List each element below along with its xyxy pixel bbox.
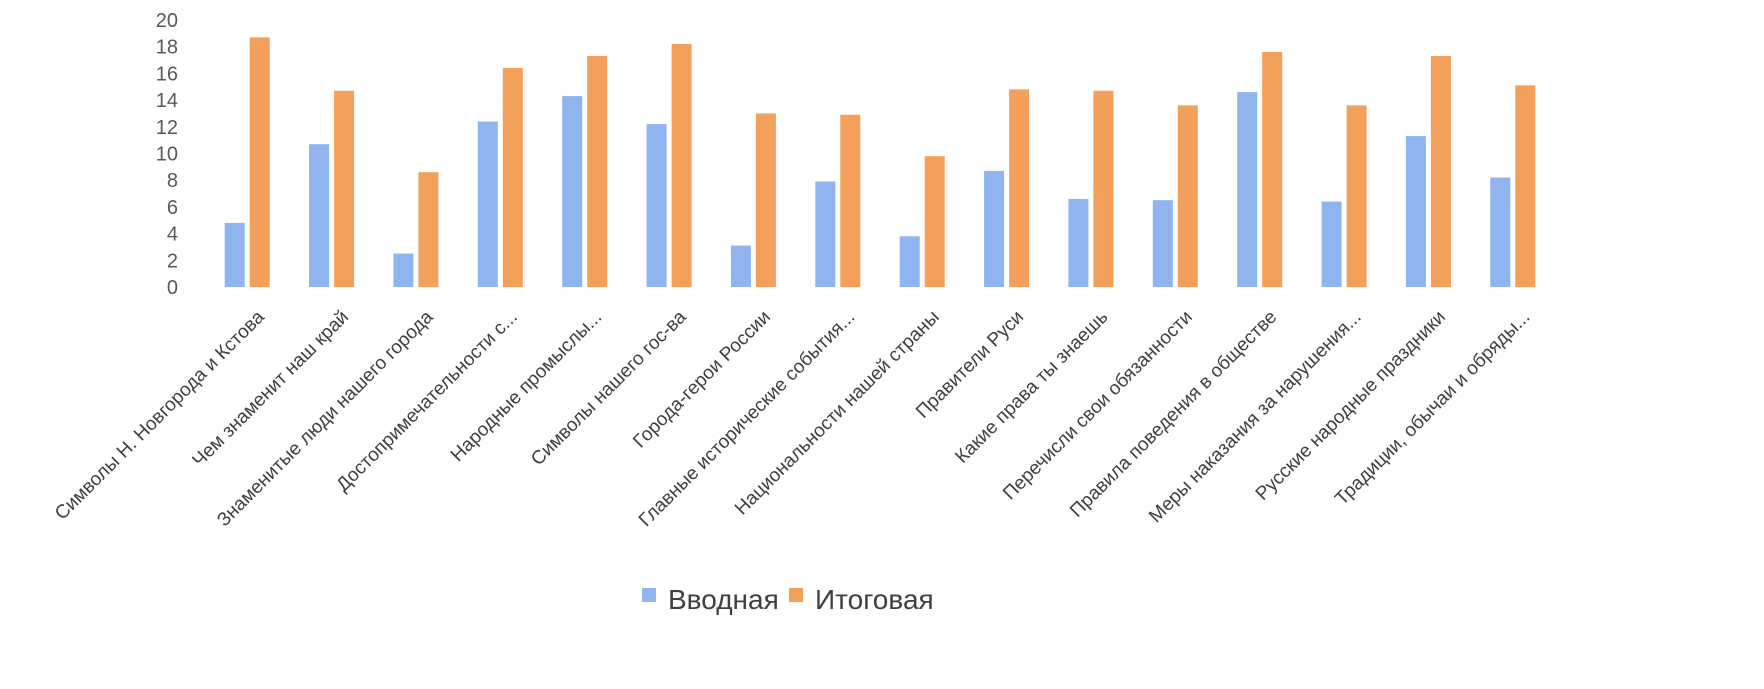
legend-label-2: Итоговая bbox=[815, 584, 934, 615]
category-label: Города-герои России bbox=[629, 307, 775, 453]
bar-itogovaya-10 bbox=[1009, 89, 1030, 288]
bar-itogovaya-15 bbox=[1430, 56, 1451, 287]
bar-vvodnaya-10 bbox=[984, 170, 1005, 287]
legend-swatch-2 bbox=[789, 588, 803, 602]
y-tick-label: 18 bbox=[156, 37, 178, 59]
bar-vvodnaya-14 bbox=[1321, 201, 1342, 287]
y-tick-label: 20 bbox=[156, 10, 178, 32]
bar-itogovaya-9 bbox=[924, 156, 945, 287]
y-tick-label: 2 bbox=[167, 250, 178, 272]
y-tick-label: 6 bbox=[167, 197, 178, 219]
bar-vvodnaya-13 bbox=[1237, 92, 1258, 287]
bar-vvodnaya-12 bbox=[1152, 200, 1173, 287]
bar-vvodnaya-6 bbox=[646, 124, 667, 287]
legend-swatch-1 bbox=[642, 588, 656, 602]
category-label: Символы нашего гос-ва bbox=[527, 306, 691, 470]
bar-itogovaya-5 bbox=[587, 56, 608, 287]
bar-vvodnaya-5 bbox=[562, 96, 583, 287]
bar-itogovaya-7 bbox=[755, 113, 776, 288]
bar-vvodnaya-9 bbox=[899, 236, 920, 287]
y-tick-label: 10 bbox=[156, 144, 178, 166]
bar-itogovaya-8 bbox=[840, 114, 861, 287]
bar-vvodnaya-8 bbox=[815, 181, 836, 287]
y-axis: 0 2 4 6 8 10 12 14 16 18 20 bbox=[156, 10, 178, 299]
bar-itogovaya-2 bbox=[334, 90, 355, 287]
y-tick-label: 0 bbox=[167, 277, 178, 299]
y-tick-label: 16 bbox=[156, 63, 178, 85]
legend: Вводная Итоговая bbox=[642, 584, 934, 615]
bar-vvodnaya-15 bbox=[1405, 136, 1426, 287]
bar-vvodnaya-7 bbox=[730, 245, 751, 287]
bar-vvodnaya-2 bbox=[309, 144, 330, 287]
category-label: Достопримечательности с... bbox=[333, 307, 522, 496]
bar-itogovaya-3 bbox=[418, 172, 439, 287]
bar-itogovaya-14 bbox=[1346, 105, 1367, 288]
legend-label-1: Вводная bbox=[668, 584, 779, 615]
bar-itogovaya-12 bbox=[1177, 105, 1198, 288]
y-tick-label: 14 bbox=[156, 90, 178, 112]
y-tick-label: 12 bbox=[156, 117, 178, 139]
bar-vvodnaya-16 bbox=[1490, 177, 1511, 287]
y-tick-label: 4 bbox=[167, 224, 178, 246]
bar-itogovaya-11 bbox=[1093, 90, 1114, 287]
bar-itogovaya-4 bbox=[502, 68, 523, 287]
y-tick-label: 8 bbox=[167, 170, 178, 192]
bar-vvodnaya-3 bbox=[393, 253, 414, 287]
bar-vvodnaya-1 bbox=[224, 222, 245, 287]
category-label: Какие права ты знаешь bbox=[951, 307, 1112, 468]
bar-itogovaya-6 bbox=[671, 44, 692, 287]
category-label: Чем знаменит наш край bbox=[189, 307, 354, 472]
bars bbox=[224, 37, 1536, 288]
bar-itogovaya-16 bbox=[1515, 85, 1536, 288]
bar-vvodnaya-4 bbox=[477, 121, 498, 287]
bar-itogovaya-1 bbox=[249, 37, 270, 288]
bar-itogovaya-13 bbox=[1262, 52, 1283, 287]
bar-vvodnaya-11 bbox=[1068, 198, 1089, 287]
category-label: Народные промыслы... bbox=[447, 307, 606, 466]
